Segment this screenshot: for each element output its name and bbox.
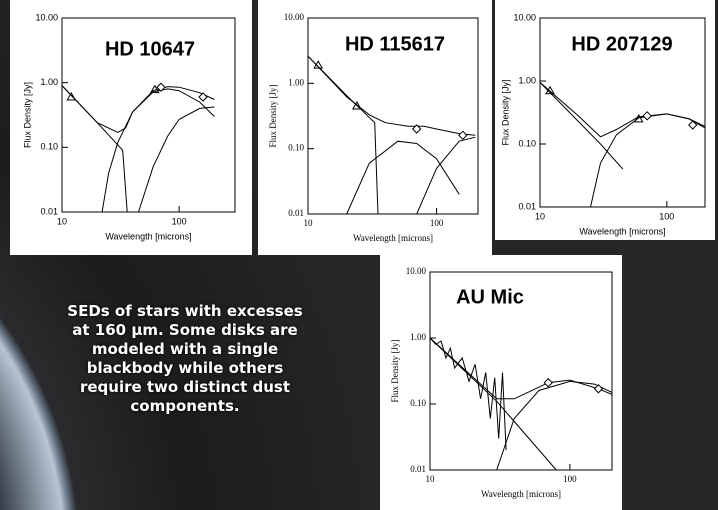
x-tick-label: 10 [57, 216, 67, 226]
chart-title: HD 10647 [105, 38, 195, 60]
chart-title: HD 207129 [571, 33, 672, 55]
y-tick-label: 0.01 [410, 464, 426, 474]
y-tick-label: 10.00 [284, 12, 305, 22]
x-axis-label: Wavelength [microns] [353, 233, 433, 243]
y-tick-label: 0.10 [40, 142, 58, 152]
x-tick-label: 10 [535, 211, 545, 221]
chart-title: HD 115617 [345, 33, 445, 55]
y-tick-label: 1.00 [410, 332, 426, 342]
x-axis-label: Wavelength [microns] [579, 226, 665, 236]
x-axis-label: Wavelength [microns] [481, 489, 561, 499]
y-tick-label: 0.01 [288, 208, 304, 218]
x-tick-label: 10 [304, 218, 314, 228]
y-tick-label: 1.00 [288, 77, 304, 87]
chart-panel: 0.01 0.10 1.00 10.00 10 100 Wavelength [micron… [495, 0, 715, 240]
x-tick-label: 10 [426, 474, 436, 484]
chart-title: AU Mic [456, 286, 524, 308]
chart-panel: 0.01 0.10 1.00 10.00 10 100 Wavelength [micron… [258, 0, 492, 255]
x-axis-label: Wavelength [microns] [105, 231, 191, 241]
charts: 0.010.101.0010.0010100Wavelength [micron… [0, 0, 718, 510]
x-tick-label: 100 [659, 211, 674, 221]
y-tick-label: 10.00 [513, 12, 536, 22]
x-tick-label: 100 [430, 218, 444, 228]
slide: SEDs of stars with excesses at 160 µm. S… [0, 0, 718, 510]
x-tick-label: 100 [172, 216, 187, 226]
y-tick-label: 0.01 [40, 206, 58, 216]
y-tick-label: 0.01 [518, 201, 536, 211]
y-tick-label: 1.00 [518, 75, 536, 85]
y-tick-label: 10.00 [35, 12, 58, 22]
x-tick-label: 100 [563, 474, 577, 484]
chart-panel: 0.01 0.10 1.00 10.00 10 100 Wavelength [micron… [10, 0, 252, 255]
y-tick-label: 0.10 [518, 138, 536, 148]
y-tick-label: 0.10 [288, 143, 304, 153]
y-axis-label: Flux Density [Jy] [500, 79, 510, 145]
y-axis-label: Flux Density [Jy] [22, 82, 32, 148]
y-axis-label: Flux Density [Jy] [390, 339, 400, 402]
y-tick-label: 1.00 [40, 77, 58, 87]
y-tick-label: 10.00 [406, 266, 427, 276]
y-tick-label: 0.10 [410, 398, 426, 408]
y-axis-label: Flux Density [Jy] [268, 84, 278, 147]
